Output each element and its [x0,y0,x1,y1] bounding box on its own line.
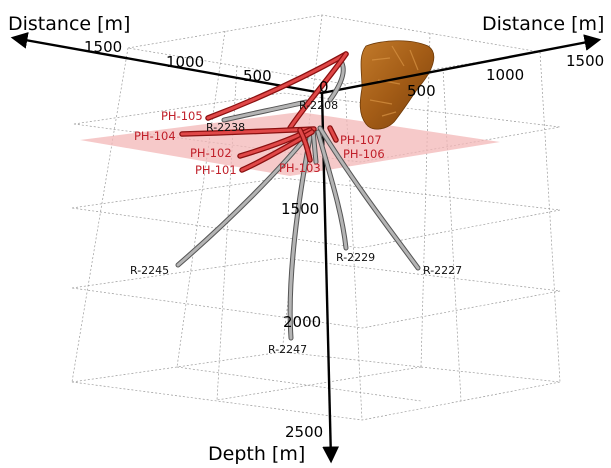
y-axis-label: Distance [m] [482,13,604,35]
well-label-ph-101: PH-101 [195,163,237,177]
y-tick-0: 0 [319,78,329,96]
z-tick-2000: 2000 [283,313,321,331]
well-label-ph-106: PH-106 [343,147,385,161]
well-label-r-2229: R-2229 [336,251,375,264]
well-label-ph-102: PH-102 [190,146,232,160]
x-axis-line [10,32,323,95]
y-tick-500: 500 [407,82,436,100]
z-axis-label: Depth [m] [208,443,305,465]
r-wells [175,57,421,341]
well-label-r-2227: R-2227 [423,264,462,277]
well-label-r-2208: R-2208 [299,99,338,112]
x-tick-500: 500 [243,67,272,85]
well-label-r-2247: R-2247 [268,343,307,356]
x-tick-1000: 1000 [166,53,204,71]
x-tick-1500: 1500 [84,38,122,56]
well-label-ph-105: PH-105 [161,109,203,123]
y-axis-line [321,34,602,95]
z-tick-1500: 1500 [281,200,319,218]
well-label-ph-104: PH-104 [134,129,176,143]
ph-wells [179,51,349,173]
z-tick-2500: 2500 [285,423,323,441]
y-tick-1000: 1000 [486,66,524,84]
y-tick-1500: 1500 [566,52,604,70]
well-label-ph-107: PH-107 [340,133,382,147]
x-axis-label: Distance [m] [8,13,130,35]
well-label-r-2238: R-2238 [206,121,245,134]
well-label-r-2245: R-2245 [130,264,169,277]
well-label-ph-103: PH-103 [279,161,321,175]
